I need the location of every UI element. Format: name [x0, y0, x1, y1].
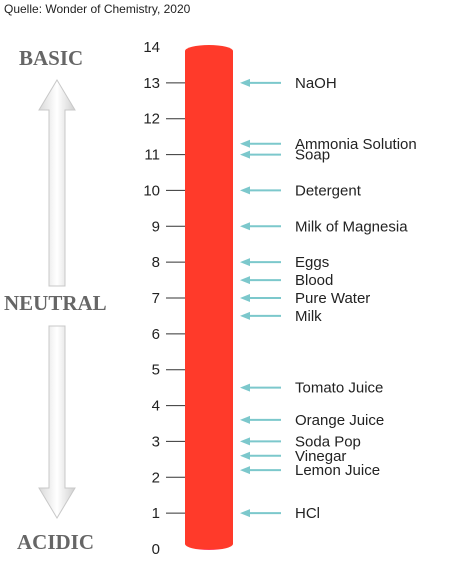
- tick-label: 4: [152, 398, 160, 415]
- pointer-arrowhead-icon: [240, 150, 250, 159]
- substance-label: Detergent: [295, 182, 362, 199]
- tick-label: 12: [143, 111, 160, 128]
- substance-label: Ammonia Solution: [295, 136, 417, 153]
- substance-label: Pure Water: [295, 290, 370, 307]
- tick-label: 9: [152, 218, 160, 235]
- substance-label: Orange Juice: [295, 412, 384, 429]
- pointer-arrowhead-icon: [240, 311, 250, 320]
- tick-label: 5: [152, 362, 160, 379]
- pointer-arrowhead-icon: [240, 258, 250, 267]
- neutral-label: NEUTRAL: [4, 291, 107, 315]
- acidic-label: ACIDIC: [17, 530, 94, 554]
- substance-marker: Orange Juice: [240, 412, 384, 429]
- substance-marker: Soap: [240, 147, 330, 164]
- substance-marker: Lemon Juice: [240, 462, 380, 479]
- pointer-arrowhead-icon: [240, 415, 250, 424]
- down-arrow-icon: [38, 325, 76, 519]
- substance-marker: Blood: [240, 272, 333, 289]
- tick-label: 3: [152, 433, 160, 450]
- tick-label: 13: [143, 75, 160, 92]
- tick-label: 7: [152, 290, 160, 307]
- tick-label: 0: [152, 541, 160, 558]
- substance-label: HCl: [295, 505, 320, 522]
- tick-label: 1: [152, 505, 160, 522]
- substance-label: Lemon Juice: [295, 462, 380, 479]
- tick-label: 6: [152, 326, 160, 343]
- substance-marker: NaOH: [240, 75, 337, 92]
- tick-label: 10: [143, 182, 160, 199]
- substance-marker: Milk: [240, 308, 322, 325]
- substance-marker: HCl: [240, 505, 320, 522]
- up-arrow-icon: [38, 79, 76, 287]
- substance-label: NaOH: [295, 75, 337, 92]
- pointer-arrowhead-icon: [240, 139, 250, 148]
- substance-label: Soda Pop: [295, 433, 361, 450]
- substance-label: Milk: [295, 308, 322, 325]
- substance-label: Vinegar: [295, 448, 346, 465]
- tick-label: 14: [143, 39, 160, 56]
- substance-marker: Vinegar: [240, 448, 346, 465]
- substance-marker: Pure Water: [240, 290, 370, 307]
- substance-marker: Eggs: [240, 254, 329, 271]
- pointer-arrowhead-icon: [240, 294, 250, 302]
- substance-label: Milk of Magnesia: [295, 218, 408, 235]
- tick-label: 11: [144, 147, 160, 164]
- tick-label: 8: [152, 254, 160, 271]
- substance-label: Soap: [295, 147, 330, 164]
- substance-label: Blood: [295, 272, 333, 289]
- pointer-arrowhead-icon: [240, 466, 250, 475]
- tick-label: 2: [152, 469, 160, 486]
- substance-marker: Ammonia Solution: [240, 136, 417, 153]
- pointer-arrowhead-icon: [240, 78, 250, 87]
- pointer-arrowhead-icon: [240, 186, 250, 195]
- substance-marker: Milk of Magnesia: [240, 218, 408, 235]
- ph-color-bar: [185, 45, 233, 550]
- pointer-arrowhead-icon: [240, 222, 250, 231]
- pointer-arrowhead-icon: [240, 451, 250, 460]
- basic-label: BASIC: [19, 46, 83, 70]
- pointer-arrowhead-icon: [240, 276, 250, 285]
- substance-marker: Soda Pop: [240, 433, 361, 450]
- pointer-arrowhead-icon: [240, 509, 250, 518]
- substance-marker: Tomato Juice: [240, 380, 383, 397]
- pointer-arrowhead-icon: [240, 437, 250, 446]
- substance-marker: Detergent: [240, 182, 362, 199]
- pointer-arrowhead-icon: [240, 383, 250, 392]
- substance-label: Eggs: [295, 254, 329, 271]
- source-caption: Quelle: Wonder of Chemistry, 2020: [4, 2, 191, 16]
- substance-label: Tomato Juice: [295, 380, 383, 397]
